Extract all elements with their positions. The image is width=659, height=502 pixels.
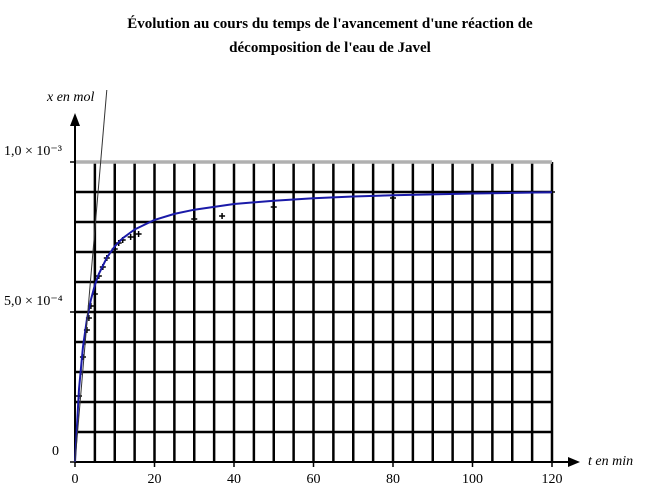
y-axis-label: x en mol bbox=[46, 90, 95, 105]
data-point bbox=[191, 216, 198, 222]
chart-title: Évolution au cours du temps de l'avancem… bbox=[127, 16, 533, 56]
x-tick-label: 120 bbox=[542, 472, 563, 487]
data-point bbox=[135, 231, 142, 237]
data-point bbox=[219, 213, 226, 219]
x-axis-label: t en min bbox=[588, 454, 633, 469]
y-tick-label: 5,0 × 10⁻⁴ bbox=[4, 294, 63, 309]
data-point bbox=[127, 234, 134, 240]
x-axis-arrow bbox=[568, 457, 580, 467]
x-tick-label: 60 bbox=[307, 472, 321, 487]
x-tick-label: 0 bbox=[72, 472, 79, 487]
fit-curve bbox=[74, 191, 553, 463]
y-axis-arrow bbox=[70, 113, 80, 126]
x-tick-label: 40 bbox=[227, 472, 241, 487]
y-tick-label: 1,0 × 10⁻³ bbox=[4, 144, 62, 159]
x-tick-label: 100 bbox=[462, 472, 483, 487]
tangent-line bbox=[74, 89, 108, 463]
data-point bbox=[270, 204, 277, 210]
x-tick-label: 80 bbox=[386, 472, 400, 487]
y-tick-label: 0 bbox=[52, 444, 59, 459]
x-tick-label: 20 bbox=[148, 472, 162, 487]
